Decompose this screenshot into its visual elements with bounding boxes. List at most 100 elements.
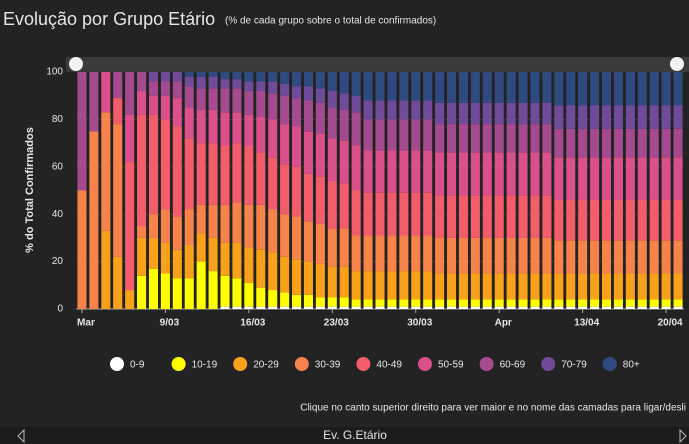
bar-segment	[446, 273, 457, 300]
bar-segment	[315, 306, 325, 309]
bar-segment	[625, 72, 635, 106]
x-tick-label: 30/03	[407, 318, 432, 329]
bar-segment	[256, 81, 266, 91]
bar-segment	[625, 240, 635, 274]
legend-label: 10-19	[192, 360, 218, 371]
bar-segment	[637, 273, 647, 300]
bar-segment	[208, 271, 218, 309]
bar-segment	[613, 128, 623, 158]
bar-segment	[148, 114, 159, 215]
bar-segment	[530, 152, 540, 196]
bar-segment	[351, 145, 361, 191]
bar-segment	[113, 256, 123, 309]
bar-segment	[637, 199, 647, 241]
bar-segment	[387, 306, 397, 309]
bar-segment	[542, 273, 552, 300]
bar-segment	[256, 72, 266, 82]
bar-segment	[470, 124, 480, 153]
tab-label[interactable]: Ev. G.Etário	[323, 428, 387, 442]
bar-segment	[458, 72, 468, 103]
bar-segment	[566, 273, 576, 300]
bar-segment	[590, 72, 600, 106]
slider-handle[interactable]	[69, 57, 83, 71]
bar-segment	[411, 119, 421, 151]
bar-segment	[554, 306, 564, 309]
bar-segment	[411, 306, 421, 309]
bar-segment	[506, 195, 516, 238]
bar-segment	[554, 157, 564, 200]
bar-segment	[101, 230, 111, 309]
bar-segment	[148, 95, 159, 115]
bar-segment	[494, 195, 504, 238]
bar-segment	[148, 72, 159, 82]
bar-segment	[649, 157, 659, 200]
bar-segment	[399, 299, 409, 307]
bar-segment	[160, 242, 170, 274]
bar-segment	[184, 209, 194, 246]
bar-segment	[196, 88, 206, 110]
bar-segment	[566, 306, 576, 309]
bar-segment	[339, 306, 349, 309]
bar-segment	[435, 102, 445, 125]
bar-segment	[268, 72, 278, 82]
bar-segment	[256, 117, 266, 153]
bar-segment	[184, 278, 194, 309]
bar-segment	[244, 282, 254, 307]
bar-segment	[292, 98, 302, 127]
bar-segment	[411, 235, 421, 272]
bar-segment	[506, 102, 516, 125]
bar-segment	[446, 299, 457, 307]
bar-segment	[327, 306, 337, 309]
bar-segment	[208, 143, 218, 205]
bar-segment	[494, 273, 504, 300]
bar-segment	[303, 131, 314, 174]
bar-segment	[482, 273, 492, 300]
bar-segment	[327, 138, 337, 182]
bar-segment	[673, 306, 683, 309]
bar-segment	[268, 119, 278, 158]
bar-segment	[482, 299, 492, 307]
bar-segment	[506, 237, 516, 274]
bar-segment	[208, 237, 218, 272]
bar-segment	[423, 150, 433, 193]
bar-segment	[566, 199, 576, 241]
x-tick-label: 23/03	[324, 318, 349, 329]
bar-segment	[244, 204, 254, 248]
bar-segment	[387, 192, 397, 236]
bar-segment	[137, 237, 147, 276]
bar-segment	[649, 128, 659, 158]
bar-segment	[363, 192, 373, 236]
bar-segment	[137, 72, 147, 91]
bar-segment	[387, 299, 397, 307]
bar-segment	[339, 93, 349, 110]
bar-segment	[351, 271, 361, 300]
bar-segment	[220, 145, 230, 205]
next-arrow[interactable]	[679, 428, 687, 444]
y-tick-label: 20	[52, 256, 64, 267]
legend-label: 0-9	[130, 360, 145, 371]
bar-segment	[268, 81, 278, 94]
range-slider[interactable]	[66, 57, 689, 72]
x-tick-label: 9/03	[160, 318, 180, 329]
bar-segment	[661, 157, 671, 200]
bar-segment	[268, 290, 278, 307]
bar-segment	[184, 107, 194, 139]
slider-handle[interactable]	[670, 57, 684, 71]
prev-arrow[interactable]	[17, 428, 25, 444]
bar-segment	[518, 237, 528, 274]
bar-segment	[518, 195, 528, 238]
legend-swatch	[110, 357, 124, 371]
bar-segment	[470, 72, 480, 103]
bar-segment	[542, 102, 552, 125]
bar-segment	[661, 105, 671, 129]
bar-segment	[446, 152, 457, 196]
bar-segment	[196, 72, 206, 77]
bar-segment	[673, 240, 683, 274]
bar-segment	[637, 157, 647, 200]
bar-segment	[601, 199, 612, 241]
bar-segment	[554, 199, 564, 241]
bar-segment	[292, 306, 302, 309]
bar-segment	[232, 202, 242, 243]
bar-segment	[315, 297, 325, 307]
bar-segment	[649, 72, 659, 106]
